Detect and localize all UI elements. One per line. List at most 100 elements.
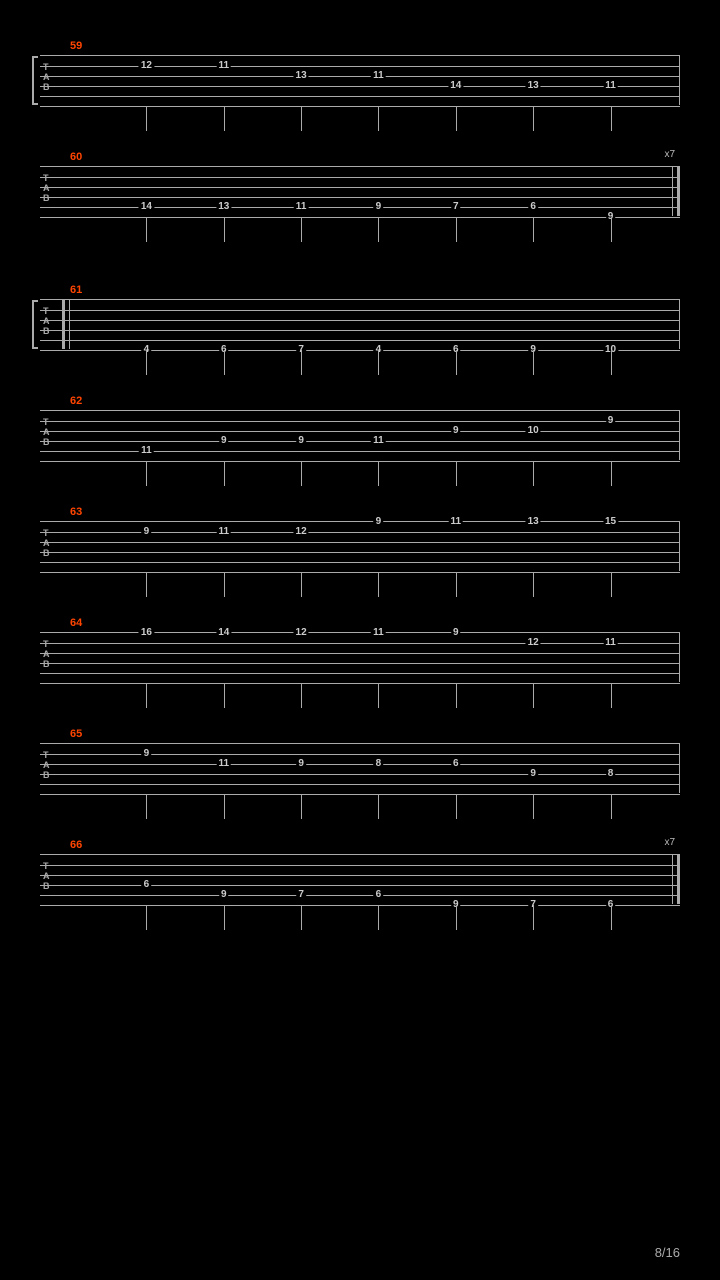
repeat-start-bar <box>62 300 70 349</box>
tab-staff: TAB1614121191211 <box>40 632 680 682</box>
string-line <box>40 310 680 311</box>
note-stem <box>378 572 379 597</box>
measure-number: 62 <box>70 395 680 407</box>
string-line <box>40 86 680 87</box>
string-line <box>40 542 680 543</box>
string-line <box>40 653 680 654</box>
note-stem <box>533 905 534 930</box>
fret-number: 11 <box>371 436 386 446</box>
note-stem <box>224 461 225 486</box>
measure-59: 59TAB12111311141311 <box>40 40 680 133</box>
note-stem <box>224 350 225 375</box>
string-line <box>40 895 680 896</box>
string-line <box>40 885 680 886</box>
fret-number: 14 <box>216 628 231 638</box>
fret-number: 6 <box>142 880 152 890</box>
tab-clef: TAB <box>43 861 50 891</box>
note-stem <box>533 350 534 375</box>
fret-number: 13 <box>216 202 231 212</box>
fret-number: 11 <box>603 638 618 648</box>
note-stem <box>301 683 302 708</box>
measure-62: 62TAB1199119109 <box>40 395 680 488</box>
measure-60: 60x7TAB1413119769 <box>40 151 680 244</box>
note-stem <box>146 905 147 930</box>
string-line <box>40 197 680 198</box>
string-line <box>40 784 680 785</box>
fret-number: 13 <box>294 71 309 81</box>
string-line <box>40 865 680 866</box>
note-stem <box>533 683 534 708</box>
tab-staff: TAB12111311141311 <box>40 55 680 105</box>
string-line <box>40 66 680 67</box>
fret-number: 14 <box>448 81 463 91</box>
string-line <box>40 187 680 188</box>
fret-number: 11 <box>371 71 386 81</box>
fret-number: 12 <box>526 638 541 648</box>
fret-number: 9 <box>374 202 384 212</box>
note-stem <box>301 905 302 930</box>
note-stem <box>146 106 147 131</box>
measure-66: 66x7TAB6976976 <box>40 839 680 932</box>
bar-line <box>679 522 680 571</box>
string-line <box>40 350 680 351</box>
tab-staff: TAB6976976 <box>40 854 680 904</box>
note-stem <box>456 106 457 131</box>
note-stem <box>224 794 225 819</box>
fret-number: 9 <box>296 436 306 446</box>
fret-number: 8 <box>374 759 384 769</box>
page-number: 8/16 <box>655 1245 680 1260</box>
note-stem <box>146 683 147 708</box>
repeat-label: x7 <box>664 837 675 848</box>
measure-number: 66 <box>70 839 680 851</box>
tab-sheet: 59TAB1211131114131160x7TAB141311976961TA… <box>0 0 720 932</box>
tab-staff: TAB91198698 <box>40 743 680 793</box>
tab-staff: TAB1199119109 <box>40 410 680 460</box>
note-stem <box>378 905 379 930</box>
bar-line <box>679 411 680 460</box>
measure-65: 65TAB91198698 <box>40 728 680 821</box>
fret-number: 13 <box>526 517 541 527</box>
note-stem <box>456 683 457 708</box>
note-stem <box>146 461 147 486</box>
fret-number: 16 <box>139 628 154 638</box>
note-stem <box>533 217 534 242</box>
tab-staff: TAB46746910 <box>40 299 680 349</box>
note-stem <box>301 461 302 486</box>
string-line <box>40 76 680 77</box>
string-line <box>40 451 680 452</box>
bar-line <box>679 744 680 793</box>
fret-number: 11 <box>371 628 386 638</box>
note-stem <box>533 794 534 819</box>
string-line <box>40 431 680 432</box>
string-line <box>40 552 680 553</box>
string-line <box>40 177 680 178</box>
system-bracket <box>32 300 38 349</box>
note-stem <box>378 794 379 819</box>
fret-number: 9 <box>528 769 538 779</box>
string-line <box>40 905 680 906</box>
note-stem <box>301 794 302 819</box>
fret-number: 15 <box>603 517 618 527</box>
note-stem <box>611 350 612 375</box>
note-stem <box>224 106 225 131</box>
fret-number: 9 <box>374 517 384 527</box>
fret-number: 9 <box>451 426 461 436</box>
fret-number: 7 <box>296 890 306 900</box>
bar-line <box>679 56 680 105</box>
system-bracket <box>32 56 38 105</box>
fret-number: 12 <box>294 527 309 537</box>
fret-number: 6 <box>451 759 461 769</box>
note-stem <box>456 217 457 242</box>
tab-clef: TAB <box>43 750 50 780</box>
fret-number: 9 <box>606 416 616 426</box>
string-line <box>40 340 680 341</box>
string-line <box>40 96 680 97</box>
string-line <box>40 643 680 644</box>
note-stem <box>224 905 225 930</box>
tab-staff: TAB911129111315 <box>40 521 680 571</box>
note-stem <box>611 461 612 486</box>
string-line <box>40 673 680 674</box>
repeat-end-bar <box>672 855 680 904</box>
string-line <box>40 683 680 684</box>
string-line <box>40 320 680 321</box>
